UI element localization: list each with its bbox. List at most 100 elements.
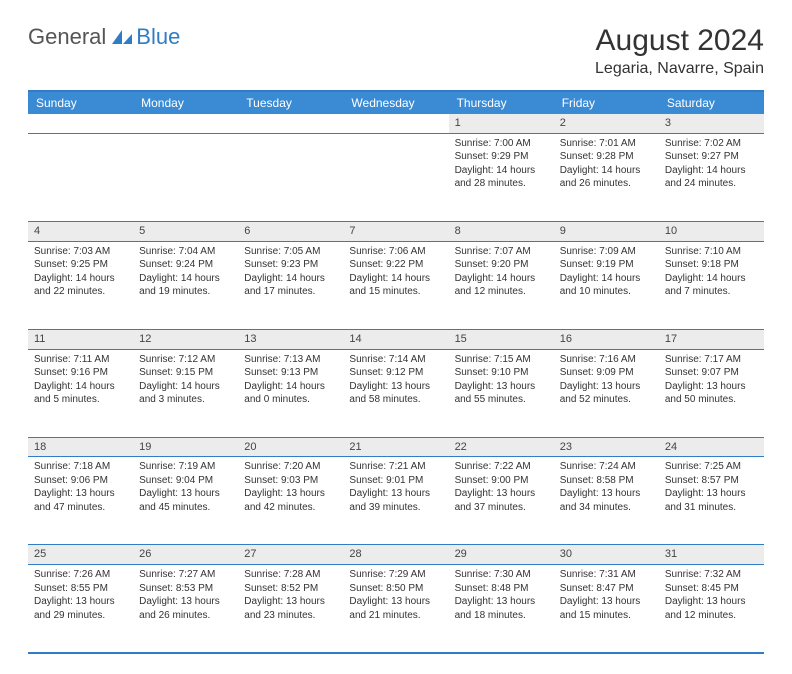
sunrise-line: Sunrise: 7:14 AM: [349, 353, 442, 367]
sunset-line: Sunset: 9:20 PM: [455, 258, 548, 272]
sunrise-line: Sunrise: 7:20 AM: [244, 460, 337, 474]
day-number-cell: 23: [554, 437, 659, 457]
day-info-cell: Sunrise: 7:01 AMSunset: 9:28 PMDaylight:…: [554, 133, 659, 221]
day-info-cell: Sunrise: 7:16 AMSunset: 9:09 PMDaylight:…: [554, 349, 659, 437]
daylight-line: Daylight: 13 hours and 23 minutes.: [244, 595, 337, 622]
day-number-cell: 19: [133, 437, 238, 457]
sunset-line: Sunset: 8:57 PM: [665, 474, 758, 488]
day-number-row: 11121314151617: [28, 329, 764, 349]
sunrise-line: Sunrise: 7:21 AM: [349, 460, 442, 474]
day-info-row: Sunrise: 7:00 AMSunset: 9:29 PMDaylight:…: [28, 133, 764, 221]
daylight-line: Daylight: 13 hours and 55 minutes.: [455, 380, 548, 407]
weekday-header-row: Sunday Monday Tuesday Wednesday Thursday…: [28, 91, 764, 114]
daylight-line: Daylight: 14 hours and 10 minutes.: [560, 272, 653, 299]
day-info-cell: Sunrise: 7:22 AMSunset: 9:00 PMDaylight:…: [449, 457, 554, 545]
daylight-line: Daylight: 13 hours and 29 minutes.: [34, 595, 127, 622]
brand-text-general: General: [28, 24, 106, 50]
daylight-line: Daylight: 13 hours and 21 minutes.: [349, 595, 442, 622]
day-number-cell: 26: [133, 545, 238, 565]
day-number-cell: 4: [28, 221, 133, 241]
day-number-cell: 21: [343, 437, 448, 457]
sunset-line: Sunset: 9:22 PM: [349, 258, 442, 272]
sunset-line: Sunset: 9:28 PM: [560, 150, 653, 164]
daylight-line: Daylight: 13 hours and 18 minutes.: [455, 595, 548, 622]
day-info-cell: Sunrise: 7:02 AMSunset: 9:27 PMDaylight:…: [659, 133, 764, 221]
day-number-cell: 20: [238, 437, 343, 457]
day-info-cell: Sunrise: 7:11 AMSunset: 9:16 PMDaylight:…: [28, 349, 133, 437]
sunset-line: Sunset: 9:24 PM: [139, 258, 232, 272]
sunset-line: Sunset: 9:07 PM: [665, 366, 758, 380]
sunset-line: Sunset: 9:01 PM: [349, 474, 442, 488]
daylight-line: Daylight: 14 hours and 22 minutes.: [34, 272, 127, 299]
day-number-cell: 6: [238, 221, 343, 241]
day-number-cell: 13: [238, 329, 343, 349]
daylight-line: Daylight: 14 hours and 3 minutes.: [139, 380, 232, 407]
sunset-line: Sunset: 9:04 PM: [139, 474, 232, 488]
day-number-cell: 15: [449, 329, 554, 349]
day-info-cell: Sunrise: 7:25 AMSunset: 8:57 PMDaylight:…: [659, 457, 764, 545]
header: General Blue August 2024 Legaria, Navarr…: [28, 24, 764, 78]
day-number-cell: 18: [28, 437, 133, 457]
day-number-cell: 17: [659, 329, 764, 349]
day-number-cell: 7: [343, 221, 448, 241]
day-number-cell: 3: [659, 114, 764, 133]
sunrise-line: Sunrise: 7:13 AM: [244, 353, 337, 367]
sunrise-line: Sunrise: 7:22 AM: [455, 460, 548, 474]
month-title: August 2024: [595, 24, 764, 58]
weekday-header: Monday: [133, 91, 238, 114]
sunrise-line: Sunrise: 7:32 AM: [665, 568, 758, 582]
sunrise-line: Sunrise: 7:19 AM: [139, 460, 232, 474]
day-number-cell: [238, 114, 343, 133]
day-number-cell: [28, 114, 133, 133]
day-info-cell: Sunrise: 7:14 AMSunset: 9:12 PMDaylight:…: [343, 349, 448, 437]
day-info-cell: Sunrise: 7:18 AMSunset: 9:06 PMDaylight:…: [28, 457, 133, 545]
daylight-line: Daylight: 14 hours and 7 minutes.: [665, 272, 758, 299]
sunrise-line: Sunrise: 7:02 AM: [665, 137, 758, 151]
daylight-line: Daylight: 13 hours and 15 minutes.: [560, 595, 653, 622]
daylight-line: Daylight: 14 hours and 12 minutes.: [455, 272, 548, 299]
day-number-cell: 9: [554, 221, 659, 241]
day-info-cell: Sunrise: 7:26 AMSunset: 8:55 PMDaylight:…: [28, 565, 133, 653]
day-number-cell: 2: [554, 114, 659, 133]
sunrise-line: Sunrise: 7:05 AM: [244, 245, 337, 259]
weekday-header: Friday: [554, 91, 659, 114]
day-info-cell: Sunrise: 7:00 AMSunset: 9:29 PMDaylight:…: [449, 133, 554, 221]
daylight-line: Daylight: 14 hours and 28 minutes.: [455, 164, 548, 191]
sunset-line: Sunset: 9:23 PM: [244, 258, 337, 272]
day-number-cell: 22: [449, 437, 554, 457]
sunset-line: Sunset: 9:15 PM: [139, 366, 232, 380]
day-number-cell: 28: [343, 545, 448, 565]
location-subtitle: Legaria, Navarre, Spain: [595, 60, 764, 78]
day-number-cell: 14: [343, 329, 448, 349]
day-number-cell: 16: [554, 329, 659, 349]
sunset-line: Sunset: 9:19 PM: [560, 258, 653, 272]
sunset-line: Sunset: 9:25 PM: [34, 258, 127, 272]
sunset-line: Sunset: 9:12 PM: [349, 366, 442, 380]
day-info-cell: [238, 133, 343, 221]
title-block: August 2024 Legaria, Navarre, Spain: [595, 24, 764, 78]
day-number-cell: 25: [28, 545, 133, 565]
sunset-line: Sunset: 9:29 PM: [455, 150, 548, 164]
day-number-cell: 11: [28, 329, 133, 349]
daylight-line: Daylight: 14 hours and 15 minutes.: [349, 272, 442, 299]
daylight-line: Daylight: 13 hours and 26 minutes.: [139, 595, 232, 622]
day-number-cell: 5: [133, 221, 238, 241]
sunrise-line: Sunrise: 7:07 AM: [455, 245, 548, 259]
sunset-line: Sunset: 9:09 PM: [560, 366, 653, 380]
day-number-cell: 29: [449, 545, 554, 565]
day-info-cell: Sunrise: 7:28 AMSunset: 8:52 PMDaylight:…: [238, 565, 343, 653]
sunset-line: Sunset: 9:16 PM: [34, 366, 127, 380]
day-info-cell: Sunrise: 7:10 AMSunset: 9:18 PMDaylight:…: [659, 241, 764, 329]
daylight-line: Daylight: 13 hours and 52 minutes.: [560, 380, 653, 407]
day-info-cell: Sunrise: 7:27 AMSunset: 8:53 PMDaylight:…: [133, 565, 238, 653]
weekday-header: Sunday: [28, 91, 133, 114]
daylight-line: Daylight: 13 hours and 58 minutes.: [349, 380, 442, 407]
sunrise-line: Sunrise: 7:10 AM: [665, 245, 758, 259]
daylight-line: Daylight: 13 hours and 42 minutes.: [244, 487, 337, 514]
day-number-cell: 10: [659, 221, 764, 241]
sunset-line: Sunset: 9:00 PM: [455, 474, 548, 488]
day-number-cell: 8: [449, 221, 554, 241]
brand-logo: General Blue: [28, 24, 180, 50]
sunset-line: Sunset: 9:27 PM: [665, 150, 758, 164]
sunrise-line: Sunrise: 7:16 AM: [560, 353, 653, 367]
